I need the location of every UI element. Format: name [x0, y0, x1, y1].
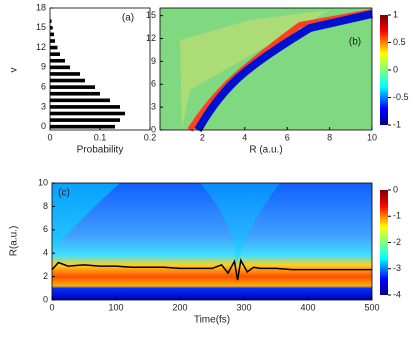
bar: [50, 85, 95, 89]
y-tick-label: 3: [41, 101, 46, 111]
bar: [50, 111, 125, 116]
colorbar-tick-label: -0.5: [393, 92, 409, 102]
bar: [50, 32, 54, 37]
line: [51, 257, 372, 281]
colorbar-tick-label: -4: [393, 289, 401, 299]
y-tick-label: 0: [43, 294, 48, 304]
colorbar-tick-label: 0: [393, 64, 398, 74]
x-tick-label: 100: [108, 302, 123, 312]
x-tick-label: 0: [47, 132, 52, 142]
y-tick-label: 0: [41, 121, 46, 131]
bar: [50, 124, 115, 129]
bar: [50, 58, 65, 63]
y-axis-label: v: [9, 68, 20, 73]
y-tick-label: 3: [151, 102, 156, 112]
y-tick-label: 8: [43, 201, 48, 211]
y-tick-label: 12: [36, 42, 46, 52]
y-axis-label: R(a.u.): [9, 226, 20, 257]
x-tick-label: 10: [367, 132, 377, 142]
panel-label: (a): [122, 13, 134, 24]
x-tick-label: 300: [236, 302, 251, 312]
x-tick-label: 200: [172, 302, 187, 312]
y-tick-label: 6: [151, 79, 156, 89]
colorbar-tick-label: 1: [393, 9, 398, 19]
y-tick-label: 12: [146, 33, 156, 43]
y-tick-label: 4: [43, 248, 48, 258]
x-tick-label: 500: [364, 302, 379, 312]
heatmap-pattern: [52, 183, 120, 250]
colorbar: [380, 15, 388, 125]
heatmap-pattern: [200, 183, 280, 270]
bar: [50, 19, 52, 24]
x-tick-label: 4: [242, 132, 247, 142]
bar: [50, 98, 110, 103]
x-axis-label: Time(fs): [194, 315, 230, 326]
x-tick-label: 400: [300, 302, 315, 312]
bar: [50, 65, 70, 70]
x-axis-label: Probability: [77, 145, 124, 156]
y-tick-label: 15: [146, 10, 156, 20]
bar: [50, 91, 100, 96]
bar: [50, 52, 60, 56]
y-tick-label: 15: [36, 22, 46, 32]
colorbar: [380, 190, 388, 295]
y-tick-label: 6: [41, 82, 46, 92]
colorbar-tick-label: 0.5: [393, 37, 406, 47]
bar: [50, 78, 85, 83]
bar: [50, 39, 55, 43]
x-tick-label: 6: [285, 132, 290, 142]
y-tick-label: 0: [151, 124, 156, 134]
bar: [50, 105, 120, 109]
panel-label: (b): [349, 37, 361, 48]
colorbar-tick-label: -1: [393, 119, 401, 129]
colorbar-tick-label: -1: [393, 211, 401, 221]
heatmap-pattern: [180, 10, 330, 130]
panel-label: (c): [58, 188, 70, 199]
plot-frame: [159, 7, 373, 131]
bar: [50, 45, 58, 50]
x-axis-label: R (a.u.): [249, 145, 282, 156]
x-tick-label: 0.1: [94, 132, 107, 142]
y-tick-label: 9: [41, 62, 46, 72]
x-tick-label: 0: [49, 302, 54, 312]
y-tick-label: 10: [38, 177, 48, 187]
x-tick-label: 8: [327, 132, 332, 142]
bar: [50, 72, 80, 76]
x-tick-label: 0.2: [144, 132, 157, 142]
colorbar-tick-label: -2: [393, 237, 401, 247]
colorbar-tick-label: -3: [393, 263, 401, 273]
plot-frame: [51, 182, 373, 301]
bar: [50, 118, 120, 122]
heatmap-bg: [52, 183, 372, 300]
y-tick-label: 18: [36, 2, 46, 12]
heatmap-band: [194, 10, 373, 132]
y-tick-label: 9: [151, 56, 156, 66]
y-tick-label: 6: [43, 224, 48, 234]
x-tick-label: 2: [200, 132, 205, 142]
colorbar-tick-label: 0: [393, 184, 398, 194]
y-tick-label: 2: [43, 271, 48, 281]
